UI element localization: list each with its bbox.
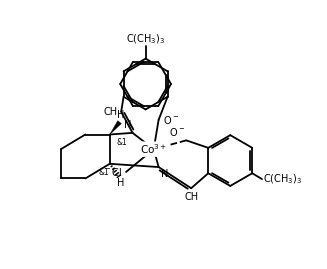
Text: N: N	[161, 169, 169, 179]
Polygon shape	[110, 121, 121, 134]
Text: C(CH$_3$)$_3$: C(CH$_3$)$_3$	[263, 172, 302, 186]
Text: O$^-$: O$^-$	[169, 126, 185, 138]
Text: C(CH$_3$)$_3$: C(CH$_3$)$_3$	[126, 33, 165, 46]
Text: &1: &1	[98, 168, 109, 177]
Text: $^-$Cl: $^-$Cl	[103, 166, 123, 178]
Text: N: N	[124, 120, 131, 130]
Text: Co$^{3+}$: Co$^{3+}$	[140, 142, 167, 156]
Text: &1: &1	[117, 139, 128, 147]
Text: H: H	[117, 178, 124, 188]
Text: CH: CH	[103, 107, 117, 117]
Text: H: H	[117, 111, 125, 121]
Text: CH: CH	[184, 192, 198, 202]
Text: O$^-$: O$^-$	[163, 115, 179, 126]
